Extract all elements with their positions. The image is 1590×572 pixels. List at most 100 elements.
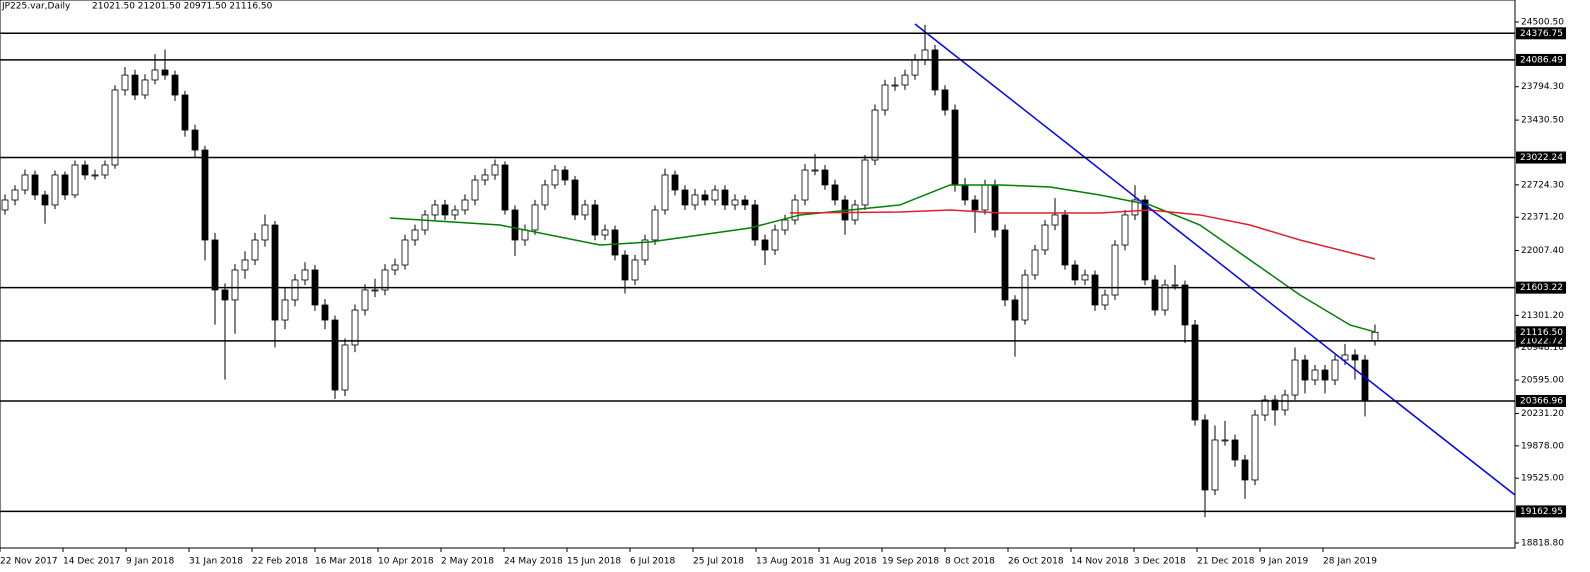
level-box	[1516, 281, 1566, 294]
candle-body	[231, 269, 239, 301]
x-tick-label: 14 Nov 2018	[1071, 557, 1129, 567]
candle-body	[861, 159, 869, 206]
candle-body	[741, 199, 749, 206]
candle-body	[921, 49, 929, 61]
x-tick-label: 24 May 2018	[504, 557, 563, 567]
candle-body	[781, 219, 789, 231]
y-tick-label: 20595.00	[1521, 376, 1564, 386]
candle-body	[931, 49, 939, 91]
candle-body	[831, 184, 839, 201]
candle-body	[1161, 284, 1169, 311]
candle-body	[271, 224, 279, 321]
candle-body	[211, 239, 219, 291]
y-tick-label: 19878.00	[1521, 441, 1564, 451]
moving-average	[789, 209, 1376, 260]
candle-body	[341, 344, 349, 391]
y-tick-label: 19525.00	[1521, 474, 1564, 484]
candle-body	[261, 224, 269, 241]
candle-body	[1191, 324, 1199, 421]
candle-body	[651, 209, 659, 241]
candle-body	[351, 309, 359, 346]
candle-body	[331, 319, 339, 391]
y-tick-label: 21301.20	[1521, 311, 1564, 321]
x-tick-label: 25 Jul 2018	[693, 557, 744, 567]
candle-body	[41, 194, 49, 206]
x-tick-label: 26 Oct 2018	[1008, 557, 1064, 567]
trendline	[914, 23, 1516, 496]
candle-body	[1291, 359, 1299, 396]
candle-body	[771, 229, 779, 251]
candle-body	[901, 74, 909, 86]
x-tick-label: 22 Feb 2018	[252, 557, 308, 567]
x-tick-label: 31 Aug 2018	[819, 557, 877, 567]
candle-body	[441, 204, 449, 216]
level-box	[1516, 27, 1566, 40]
candle-body	[391, 264, 399, 271]
candle-body	[1081, 274, 1089, 281]
candle-body	[1051, 214, 1059, 226]
candle-body	[51, 174, 59, 206]
candle-body	[381, 269, 389, 291]
x-tick-label: 21 Dec 2018	[1197, 557, 1255, 567]
candle-body	[711, 189, 719, 201]
candle-body	[801, 169, 809, 201]
candle-body	[891, 84, 899, 87]
candle-body	[151, 69, 159, 81]
x-tick-label: 19 Sep 2018	[882, 557, 939, 567]
candle-body	[1121, 214, 1129, 246]
candle-body	[951, 109, 959, 186]
level-label: 21603.22	[1520, 283, 1563, 293]
candle-body	[451, 209, 459, 216]
candle-body	[611, 229, 619, 256]
plot-frame	[0, 0, 1516, 549]
level-label: 21022.72	[1520, 336, 1563, 346]
candle-body	[531, 204, 539, 231]
candle-body	[1091, 274, 1099, 306]
candle-body	[1281, 394, 1289, 411]
candle-body	[1311, 369, 1319, 381]
candle-body	[1021, 274, 1029, 321]
candle-body	[491, 164, 499, 176]
candle-body	[1031, 249, 1039, 276]
candle-body	[371, 289, 379, 292]
x-tick-label: 8 Oct 2018	[945, 557, 995, 567]
candle-body	[941, 89, 949, 111]
candle-body	[1371, 331, 1379, 342]
y-tick-label: 23794.30	[1521, 82, 1564, 92]
x-tick-label: 2 May 2018	[441, 557, 494, 567]
candle-body	[281, 299, 289, 321]
candle-body	[1211, 439, 1219, 491]
x-tick-label: 3 Dec 2018	[1134, 557, 1186, 567]
candle-body	[791, 199, 799, 221]
candle-body	[601, 229, 609, 236]
candle-body	[1201, 419, 1209, 491]
candle-body	[821, 169, 829, 186]
candle-body	[551, 169, 559, 186]
candle-body	[731, 199, 739, 206]
candle-body	[91, 174, 99, 177]
candle-body	[201, 149, 209, 241]
candle-body	[1351, 354, 1359, 361]
candle-body	[1011, 299, 1019, 321]
x-tick-label: 6 Jul 2018	[630, 557, 675, 567]
candle-body	[181, 94, 189, 131]
candle-body	[671, 174, 679, 191]
candle-body	[1261, 399, 1269, 416]
candle-body	[511, 209, 519, 241]
candle-body	[21, 174, 29, 191]
candle-body	[1361, 359, 1369, 401]
symbol-label: JP225.var,Daily	[1, 2, 71, 12]
candle-body	[461, 199, 469, 211]
candle-body	[251, 239, 259, 261]
candle-body	[431, 204, 439, 216]
candle-body	[141, 79, 149, 96]
candle-body	[631, 259, 639, 281]
candle-body	[1071, 264, 1079, 281]
candle-body	[1, 199, 9, 211]
level-box	[1516, 53, 1566, 66]
candle-body	[701, 194, 709, 201]
x-tick-label: 28 Jan 2019	[1323, 557, 1377, 567]
candle-body	[1171, 284, 1179, 287]
candle-body	[481, 174, 489, 181]
